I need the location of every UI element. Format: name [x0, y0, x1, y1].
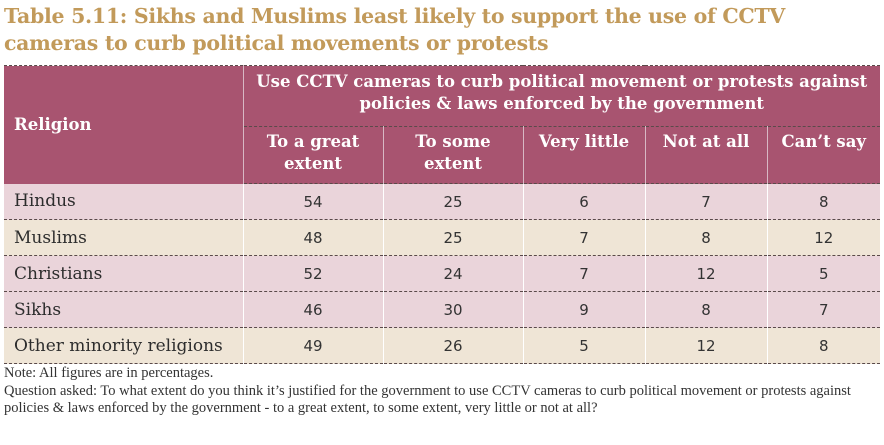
cell-value: 52 [243, 255, 384, 292]
cell-value: 12 [645, 255, 768, 292]
column-header-great-extent: To a great extent [243, 126, 384, 184]
cell-value: 6 [523, 183, 646, 220]
table-row-sikhs: Sikhs 46 30 9 8 7 [4, 291, 880, 328]
column-header-very-little: Very little [523, 126, 646, 184]
table-row-christians: Christians 52 24 7 12 5 [4, 255, 880, 292]
note-text: Note: All figures are in percentages. [4, 365, 214, 381]
cell-value: 5 [767, 255, 880, 292]
cell-value: 8 [645, 219, 768, 256]
cell-value: 54 [243, 183, 384, 220]
cell-value: 9 [523, 291, 646, 328]
cell-value: 25 [383, 183, 524, 220]
cell-value: 48 [243, 219, 384, 256]
table-row-other-minority: Other minority religions 49 26 5 12 8 [4, 327, 880, 364]
cell-value: 7 [767, 291, 880, 328]
cell-value: 12 [645, 327, 768, 364]
header-row-group: Religion Use CCTV cameras to curb politi… [4, 65, 880, 184]
row-label: Christians [4, 255, 244, 292]
cell-value: 26 [383, 327, 524, 364]
column-header-some-extent: To some extent [383, 126, 524, 184]
cell-value: 46 [243, 291, 384, 328]
row-label: Other minority religions [4, 327, 244, 364]
cell-value: 7 [523, 255, 646, 292]
table-row-hindus: Hindus 54 25 6 7 8 [4, 183, 880, 220]
table-notes: Note: All figures are in percentages. Qu… [4, 365, 882, 418]
cell-value: 5 [523, 327, 646, 364]
row-label: Sikhs [4, 291, 244, 328]
data-table: Religion Use CCTV cameras to curb politi… [4, 65, 880, 364]
cell-value: 8 [645, 291, 768, 328]
table-row-muslims: Muslims 48 25 7 8 12 [4, 219, 880, 256]
column-header-not-at-all: Not at all [645, 126, 768, 184]
column-header-religion: Religion [4, 65, 244, 184]
question-text: Question asked: To what extent do you th… [4, 382, 851, 417]
cell-value: 24 [383, 255, 524, 292]
cell-value: 8 [767, 327, 880, 364]
column-group-header: Use CCTV cameras to curb political movem… [243, 65, 880, 127]
column-header-cant-say: Can’t say [767, 126, 880, 184]
cell-value: 7 [645, 183, 768, 220]
header-row-columns: To a great extent To some extent Very li… [4, 126, 880, 184]
cell-value: 49 [243, 327, 384, 364]
cell-value: 12 [767, 219, 880, 256]
table-title: Table 5.11: Sikhs and Muslims least like… [4, 4, 785, 55]
cell-value: 8 [767, 183, 880, 220]
row-label: Hindus [4, 183, 244, 220]
row-label: Muslims [4, 219, 244, 256]
cell-value: 25 [383, 219, 524, 256]
cell-value: 7 [523, 219, 646, 256]
cell-value: 30 [383, 291, 524, 328]
